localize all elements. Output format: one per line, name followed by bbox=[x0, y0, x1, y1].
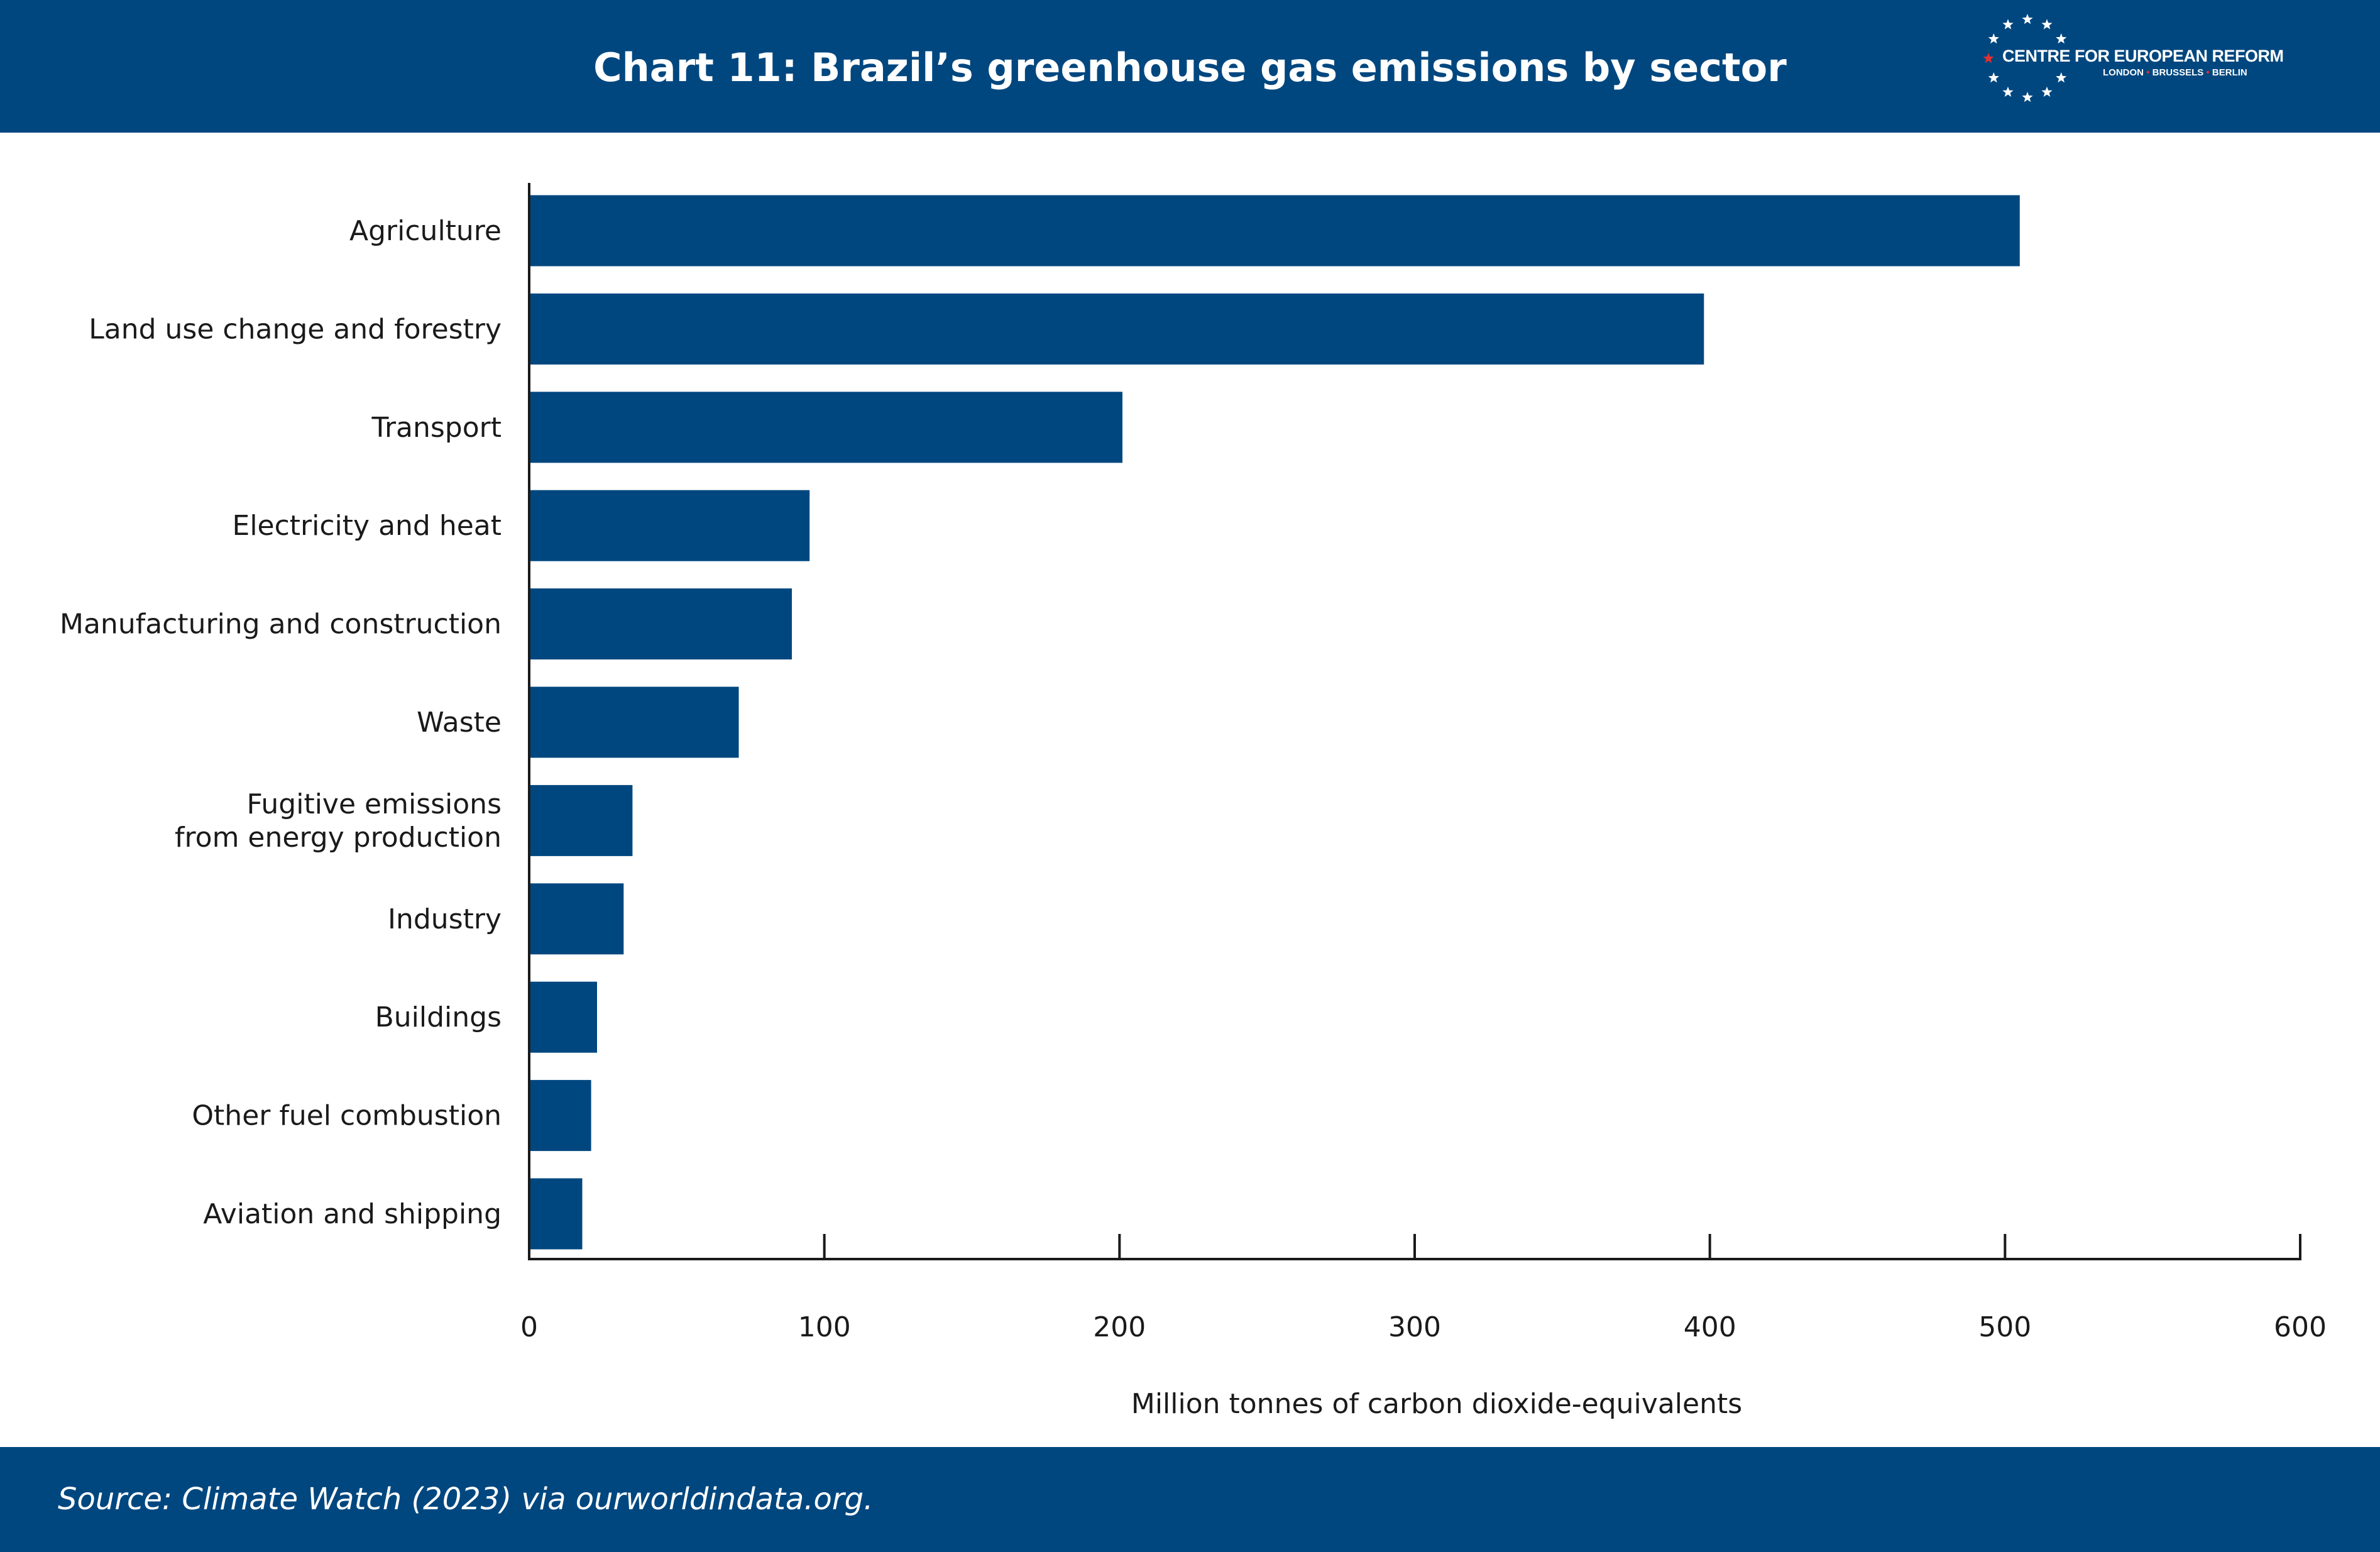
bar bbox=[529, 392, 1122, 463]
logo-star bbox=[2002, 19, 2014, 30]
x-axis-title: Million tonnes of carbon dioxide-equival… bbox=[1131, 1388, 1742, 1420]
category-label: Industry bbox=[388, 903, 502, 935]
x-tick-label: 500 bbox=[1978, 1311, 2031, 1343]
bar bbox=[529, 1178, 583, 1250]
footer-bar: Source: Climate Watch (2023) via ourworl… bbox=[0, 1447, 2380, 1552]
category-label: Agriculture bbox=[349, 215, 502, 247]
logo-star bbox=[1983, 53, 1994, 63]
ring-of-stars-icon bbox=[1983, 14, 2067, 102]
category-label: Fugitive emissions from energy production bbox=[175, 788, 502, 854]
logo-star bbox=[2056, 33, 2067, 44]
logo-city-separator: • bbox=[2206, 67, 2210, 78]
category-label: Manufacturing and construction bbox=[60, 608, 502, 641]
bar bbox=[529, 588, 792, 660]
category-label: Transport bbox=[371, 412, 502, 444]
logo-cities: LONDON • BRUSSELS • BERLIN bbox=[2103, 67, 2247, 78]
cer-logo: CENTRE FOR EUROPEAN REFORM LONDON • BRUS… bbox=[1977, 11, 2284, 112]
bar bbox=[529, 293, 1704, 365]
x-tick-label: 400 bbox=[1684, 1311, 1736, 1343]
category-label: Land use change and forestry bbox=[89, 313, 502, 345]
logo-city-separator: • bbox=[2146, 67, 2150, 78]
logo-city-berlin: BERLIN bbox=[2212, 67, 2247, 78]
bar bbox=[529, 195, 2020, 267]
category-label: Buildings bbox=[375, 1001, 502, 1033]
logo-star bbox=[2056, 72, 2067, 83]
logo-star bbox=[1988, 72, 1999, 83]
header-bar: Chart 11: Brazil’s greenhouse gas emissi… bbox=[0, 0, 2380, 133]
logo-star bbox=[1988, 33, 1999, 44]
bar-chart: Agriculture Land use change and forestry T… bbox=[60, 183, 2327, 1420]
logo-star bbox=[2041, 19, 2053, 30]
logo-star bbox=[2002, 86, 2014, 97]
bar bbox=[529, 883, 624, 955]
chart-title: Chart 11: Brazil’s greenhouse gas emissi… bbox=[593, 45, 1787, 91]
bar bbox=[529, 686, 739, 758]
logo-city-brussels: BRUSSELS bbox=[2152, 67, 2204, 78]
bar bbox=[529, 981, 597, 1053]
logo-city-london: LONDON bbox=[2103, 67, 2144, 78]
category-label: Aviation and shipping bbox=[203, 1198, 502, 1230]
logo-star bbox=[2022, 14, 2033, 25]
x-tick-label: 300 bbox=[1388, 1311, 1441, 1343]
category-label: Electricity and heat bbox=[233, 510, 502, 542]
category-label: Waste bbox=[417, 707, 502, 739]
x-tick-label: 600 bbox=[2274, 1311, 2327, 1343]
bar bbox=[529, 1080, 591, 1152]
x-tick-label: 200 bbox=[1093, 1311, 1146, 1343]
bar bbox=[529, 490, 810, 561]
logo-name: CENTRE FOR EUROPEAN REFORM bbox=[2002, 47, 2284, 65]
x-tick-label: 0 bbox=[520, 1311, 538, 1343]
x-tick-label: 100 bbox=[798, 1311, 851, 1343]
logo-star bbox=[2041, 86, 2053, 97]
logo-star bbox=[2022, 92, 2033, 102]
source-note: Source: Climate Watch (2023) via ourworl… bbox=[58, 1482, 874, 1517]
category-label: Other fuel combustion bbox=[192, 1100, 502, 1132]
bar bbox=[529, 784, 633, 856]
